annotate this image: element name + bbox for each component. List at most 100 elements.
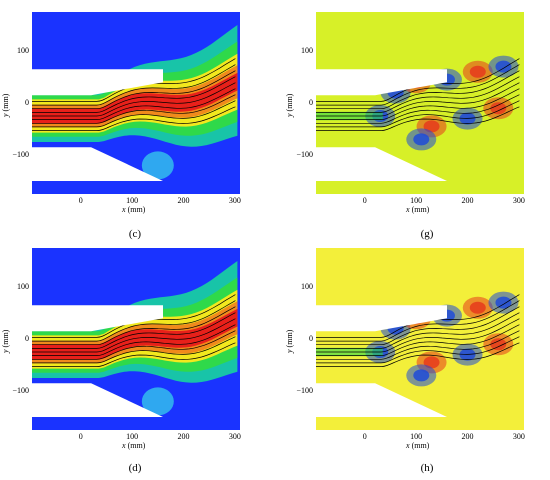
flow-field-svg [316,12,524,194]
streamline [316,330,520,360]
x-axis-label: x (mm) [406,441,430,450]
y-tick-label: 100 [301,46,313,55]
y-axis-label: y (mm) [1,93,10,117]
streamline [316,306,520,346]
x-tick-label: 100 [410,196,423,205]
vortex-core [490,102,507,115]
x-tick-label: 300 [228,432,241,441]
x-tick-label: 100 [126,432,139,441]
x-axis-label: x (mm) [122,205,146,214]
y-axis-label: y (mm) [285,93,294,117]
y-axis-label: y (mm) [285,329,294,353]
upper-wall [32,305,163,332]
y-tick-label: 100 [301,282,313,291]
y-tick-label: −100 [296,150,313,159]
x-tick-label: 300 [512,196,525,205]
streamline [316,64,520,106]
streamline [316,106,520,131]
flow-field-svg [316,248,524,430]
vortex-core [495,60,512,73]
x-tick-label: 0 [362,196,367,205]
vortex-core [495,296,512,309]
y-tick-label: 0 [309,98,313,107]
streamline [316,324,520,356]
vortex-core [423,356,440,369]
vortex-core [423,120,440,133]
y-axis-label: y (mm) [1,329,10,353]
y-tick-label: −100 [296,386,313,395]
flow-field-svg [32,12,240,194]
streamline [32,330,236,360]
streamline [32,82,236,117]
vortex-core [490,338,507,351]
x-tick-label: 200 [461,196,474,205]
vortex-core [413,133,430,146]
lower-wall [32,383,163,417]
streamline [316,94,520,124]
y-tick-label: 0 [25,98,29,107]
streamline [32,64,236,106]
contour-plot [32,248,240,430]
streamline [316,100,520,128]
recirculation-blob [141,387,174,416]
streamline [316,312,520,349]
streamline [32,100,236,128]
y-tick-label: 100 [17,282,29,291]
x-tick-label: 0 [362,432,367,441]
x-tick-label: 0 [78,196,83,205]
lower-wall [316,147,447,181]
panel-caption: (c) [128,228,142,240]
y-tick-label: 100 [17,46,29,55]
streamline [32,312,236,349]
streamline [32,70,236,110]
x-tick-label: 0 [78,432,83,441]
x-axis-label: x (mm) [406,205,430,214]
recirculation-blob [141,151,174,180]
upper-wall [316,305,447,332]
streamline [316,318,520,353]
streamline [32,300,236,342]
panel-caption: (d) [128,462,142,474]
contour-plot [316,248,524,430]
streamline [32,94,236,124]
streamline [32,336,236,364]
streamline [32,106,236,131]
panel-caption: (h) [420,462,434,474]
x-tick-label: 200 [461,432,474,441]
x-tick-label: 200 [177,196,190,205]
streamline [32,318,236,353]
streamline [32,76,236,113]
flow-field-svg [32,248,240,430]
y-tick-label: −100 [12,386,29,395]
x-tick-label: 300 [512,432,525,441]
vortex-core [413,369,430,382]
x-tick-label: 100 [126,196,139,205]
streamline [32,324,236,356]
x-axis-label: x (mm) [122,441,146,450]
streamline [316,336,520,364]
streamline [32,306,236,346]
streamline [316,88,520,120]
y-tick-label: 0 [309,334,313,343]
streamline [32,88,236,120]
streamline [32,342,236,367]
y-tick-label: 0 [25,334,29,343]
streamline [316,82,520,117]
x-tick-label: 100 [410,432,423,441]
y-tick-label: −100 [12,150,29,159]
lower-wall [316,383,447,417]
upper-wall [316,69,447,96]
contour-plot [316,12,524,194]
upper-wall [32,69,163,96]
panel-caption: (g) [420,228,434,240]
streamline [316,70,520,110]
contour-plot [32,12,240,194]
streamline [316,342,520,367]
vortex-core [469,301,486,314]
streamline [316,300,520,342]
x-tick-label: 300 [228,196,241,205]
vortex-core [469,65,486,78]
x-tick-label: 200 [177,432,190,441]
lower-wall [32,147,163,181]
streamline [316,76,520,113]
